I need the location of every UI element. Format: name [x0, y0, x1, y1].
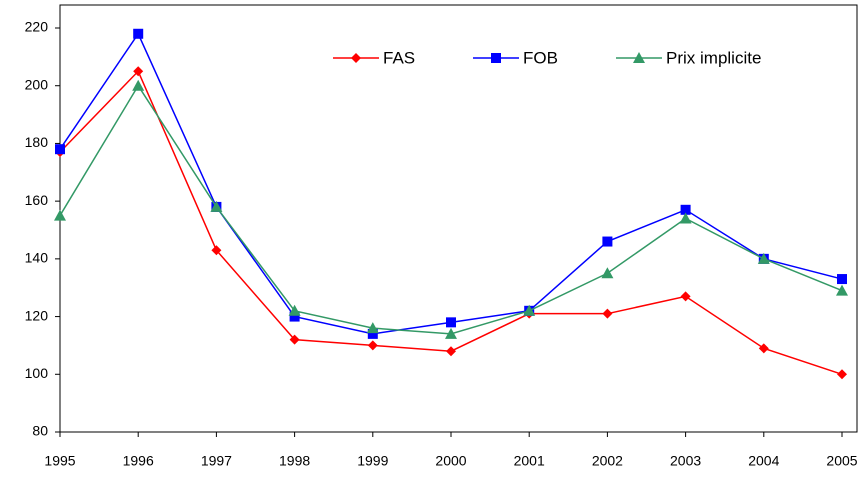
point	[54, 209, 66, 221]
point	[367, 340, 378, 351]
legend-label: FOB	[523, 48, 558, 67]
point	[366, 322, 379, 334]
point	[680, 204, 691, 215]
point	[758, 343, 769, 354]
x-tick-label: 2005	[826, 453, 857, 469]
y-tick-label: 80	[32, 423, 48, 439]
point	[289, 311, 300, 322]
y-tick-label: 160	[25, 192, 49, 208]
point	[837, 369, 847, 380]
point	[55, 144, 65, 155]
point	[133, 28, 144, 39]
point	[446, 346, 456, 357]
point	[211, 245, 222, 256]
x-tick-label: 2004	[748, 453, 779, 469]
y-tick-label: 140	[25, 250, 49, 266]
point	[288, 304, 301, 316]
plot-frame	[59, 4, 858, 433]
legend: FAS FOB Prix implicite	[333, 48, 761, 67]
legend-label: Prix implicite	[666, 48, 761, 67]
point	[602, 308, 613, 319]
x-tick-label: 1997	[201, 453, 232, 469]
point	[523, 304, 536, 316]
x-tick-label: 1995	[44, 453, 75, 469]
series-line	[59, 84, 843, 335]
point	[210, 200, 223, 212]
point	[601, 267, 614, 279]
point	[837, 274, 847, 285]
point	[679, 212, 692, 224]
point	[680, 291, 691, 302]
point	[633, 52, 645, 63]
point	[602, 236, 613, 247]
x-tick-label: 1999	[357, 453, 388, 469]
point	[133, 66, 144, 77]
point	[289, 334, 300, 345]
point	[446, 317, 456, 328]
x-tick-label: 1998	[279, 453, 310, 469]
y-tick-label: 180	[25, 134, 49, 150]
x-tick-label: 2002	[592, 453, 623, 469]
y-tick-label: 120	[25, 307, 49, 323]
point	[367, 328, 378, 339]
x-tick-label: 1996	[123, 453, 154, 469]
y-tick-label: 100	[25, 365, 49, 381]
series-line	[59, 32, 843, 335]
x-tick-label: 2000	[435, 453, 466, 469]
point	[445, 327, 457, 339]
x-tick-label: 2003	[670, 453, 701, 469]
point	[836, 284, 848, 296]
point	[757, 252, 770, 264]
y-tick-label: 220	[25, 19, 49, 35]
y-tick-label: 200	[25, 76, 49, 92]
point	[132, 79, 145, 91]
point	[491, 53, 501, 63]
x-tick-label: 2001	[514, 453, 545, 469]
point	[351, 53, 361, 63]
legend-label: FAS	[383, 48, 415, 67]
